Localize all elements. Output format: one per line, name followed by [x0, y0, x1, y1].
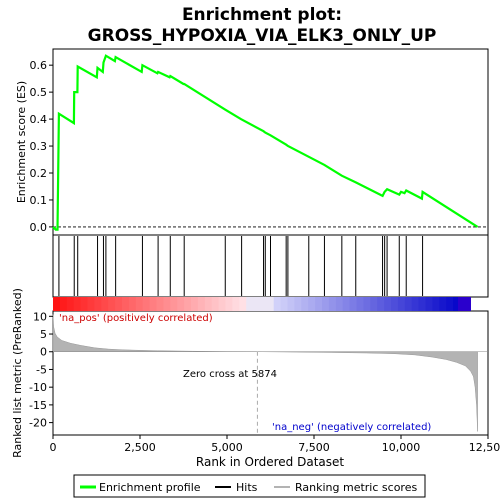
- colorbar-segment: [122, 297, 130, 311]
- colorbar-segment: [432, 297, 440, 311]
- colorbar-segment: [60, 297, 68, 311]
- xtick-label: 5,000: [211, 441, 243, 454]
- colorbar-segment: [412, 297, 420, 311]
- colorbar-segment: [281, 297, 289, 311]
- colorbar-segment: [363, 297, 371, 311]
- colorbar-segment: [129, 297, 137, 311]
- colorbar-segment: [205, 297, 213, 311]
- es-axis-label: Enrichment score (ES): [15, 81, 28, 203]
- metric-ytick-label: 5: [40, 328, 47, 341]
- colorbar-segment: [350, 297, 358, 311]
- colorbar-segment: [391, 297, 399, 311]
- colorbar-segment: [446, 297, 454, 311]
- colorbar-segment: [170, 297, 178, 311]
- colorbar-segment: [226, 297, 234, 311]
- colorbar-segment: [163, 297, 171, 311]
- colorbar-segment: [108, 297, 116, 311]
- colorbar-segment: [426, 297, 434, 311]
- legend-hits-label: Hits: [236, 481, 258, 494]
- es-ytick-label: 0.4: [30, 113, 48, 126]
- colorbar-segment: [53, 297, 61, 311]
- zero-cross-label: Zero cross at 5874: [183, 369, 277, 380]
- xtick-label: 0: [50, 441, 57, 454]
- metric-ytick-label: -5: [36, 363, 47, 376]
- neg-correlated-label: 'na_neg' (negatively correlated): [272, 422, 431, 433]
- xtick-label: 2,500: [124, 441, 156, 454]
- colorbar-segment: [405, 297, 413, 311]
- colorbar-segment: [81, 297, 89, 311]
- colorbar-segment: [384, 297, 392, 311]
- metric-ytick-label: -10: [29, 381, 47, 394]
- colorbar-segment: [177, 297, 185, 311]
- colorbar-segment: [343, 297, 351, 311]
- es-ytick-label: 0.0: [30, 221, 48, 234]
- colorbar-segment: [458, 297, 471, 311]
- colorbar-segment: [377, 297, 385, 311]
- es-ytick-label: 0.3: [30, 140, 48, 153]
- colorbar-segment: [294, 297, 302, 311]
- pos-correlated-label: 'na_pos' (positively correlated): [59, 313, 213, 324]
- colorbar-segment: [370, 297, 378, 311]
- legend-enrichment-label: Enrichment profile: [99, 481, 201, 494]
- metric-ytick-label: -20: [29, 417, 47, 430]
- colorbar-segment: [308, 297, 316, 311]
- colorbar-segment: [136, 297, 144, 311]
- colorbar-segment: [288, 297, 296, 311]
- colorbar-segment: [74, 297, 82, 311]
- colorbar-segment: [143, 297, 151, 311]
- es-ytick-label: 0.6: [30, 59, 48, 72]
- es-ytick-label: 0.2: [30, 167, 48, 180]
- colorbar-segment: [157, 297, 165, 311]
- metric-ytick-label: 0: [40, 346, 47, 359]
- colorbar-segment: [198, 297, 206, 311]
- xtick-label: 10,000: [382, 441, 421, 454]
- colorbar-segment: [101, 297, 109, 311]
- colorbar-segment: [315, 297, 323, 311]
- colorbar-segment: [336, 297, 344, 311]
- colorbar-segment: [322, 297, 330, 311]
- enrichment-panel-frame: [53, 49, 488, 235]
- rank-colorbar: [53, 297, 471, 311]
- chart-title-line-2: GROSS_HYPOXIA_VIA_ELK3_ONLY_UP: [88, 26, 437, 46]
- colorbar-segment: [398, 297, 406, 311]
- metric-ytick-label: 10: [33, 310, 47, 323]
- colorbar-segment: [184, 297, 192, 311]
- legend: Enrichment profile Hits Ranking metric s…: [74, 475, 425, 497]
- colorbar-segment: [253, 297, 261, 311]
- x-axis-label: Rank in Ordered Dataset: [196, 455, 344, 469]
- xtick-label: 12,500: [469, 441, 500, 454]
- es-ytick-label: 0.1: [30, 194, 48, 207]
- colorbar-segment: [267, 297, 275, 311]
- legend-metric-label: Ranking metric scores: [295, 481, 417, 494]
- colorbar-segment: [88, 297, 96, 311]
- xtick-label: 7,500: [298, 441, 330, 454]
- colorbar-segment: [94, 297, 102, 311]
- colorbar-segment: [439, 297, 447, 311]
- colorbar-segment: [212, 297, 220, 311]
- chart-title-line-1: Enrichment plot:: [182, 5, 342, 25]
- colorbar-segment: [274, 297, 282, 311]
- colorbar-segment: [260, 297, 268, 311]
- metric-ytick-label: -15: [29, 399, 47, 412]
- colorbar-segment: [150, 297, 158, 311]
- colorbar-segment: [357, 297, 365, 311]
- colorbar-segment: [419, 297, 427, 311]
- colorbar-segment: [246, 297, 254, 311]
- metric-axis-label: Ranked list metric (PreRanked): [11, 288, 24, 458]
- colorbar-segment: [239, 297, 247, 311]
- colorbar-segment: [115, 297, 123, 311]
- colorbar-segment: [67, 297, 75, 311]
- es-ytick-label: 0.5: [30, 86, 48, 99]
- colorbar-segment: [191, 297, 199, 311]
- colorbar-segment: [329, 297, 337, 311]
- colorbar-segment: [232, 297, 240, 311]
- colorbar-segment: [301, 297, 309, 311]
- colorbar-segment: [219, 297, 227, 311]
